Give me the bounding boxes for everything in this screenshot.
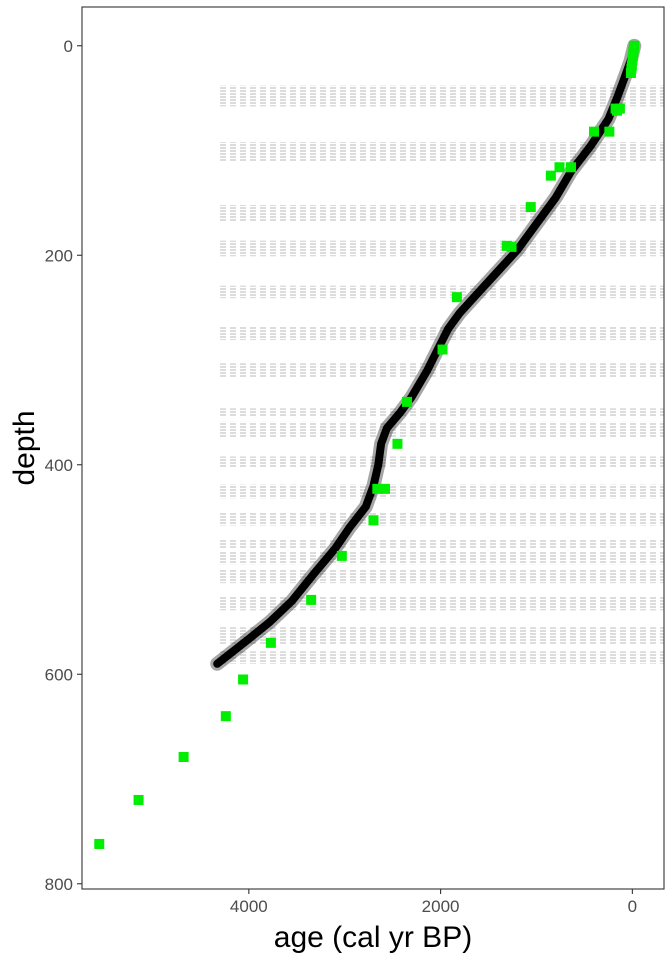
y-tick-label: 400 [45,456,73,475]
y-tick-label: 200 [45,246,73,265]
sample-point [554,162,565,173]
depth-band [220,651,664,664]
sample-point [565,162,576,173]
sample-point [612,105,623,116]
depth-band [220,596,664,611]
depth-band [220,408,664,417]
sample-point [506,241,517,252]
sample-point [94,838,105,849]
sample-point [625,67,636,78]
y-tick-label: 600 [45,665,73,684]
depth-band [220,204,664,222]
axis-ticks: 0 200 400 600 800 4000 2000 0 [45,37,637,916]
sample-point [402,396,413,407]
sample-point [589,126,600,137]
depth-band [220,142,664,161]
sample-point [220,711,231,722]
sample-point [178,752,189,763]
y-axis-title: depth [8,410,41,485]
sample-point [368,515,379,526]
age-model-line [213,41,639,668]
x-axis-title: age (cal yr BP) [274,921,472,954]
depth-band [220,627,664,644]
age-model-ensemble [210,38,642,671]
depth-band [220,551,664,565]
sample-point [336,550,347,561]
sample-point [392,438,403,449]
y-tick-label: 800 [45,875,73,894]
depth-band [220,363,664,378]
x-tick-label: 4000 [230,897,268,916]
sample-point [379,483,390,494]
depth-band [220,240,664,257]
sample-point [437,344,448,355]
x-tick-label: 0 [628,897,637,916]
depth-band [220,456,664,468]
depth-band [220,539,664,549]
depth-band [220,512,664,526]
sample-point [604,126,615,137]
sample-point [238,674,249,685]
plot-border [81,6,665,890]
dated-samples [94,40,640,849]
sample-point [265,637,276,648]
sample-point [525,202,536,213]
depth-band [220,85,664,107]
sample-point [133,794,144,805]
depth-band [220,421,664,438]
depth-band [220,285,664,299]
depth-band [220,484,664,499]
sample-point [306,594,317,605]
depth-band [220,569,664,584]
sample-point [545,170,556,181]
depth-bands [220,85,664,664]
sample-point [451,292,462,303]
sample-point [372,483,383,494]
plot-background [82,7,664,889]
y-tick-label: 0 [64,37,73,56]
x-tick-label: 2000 [422,897,460,916]
sample-point [627,55,638,66]
